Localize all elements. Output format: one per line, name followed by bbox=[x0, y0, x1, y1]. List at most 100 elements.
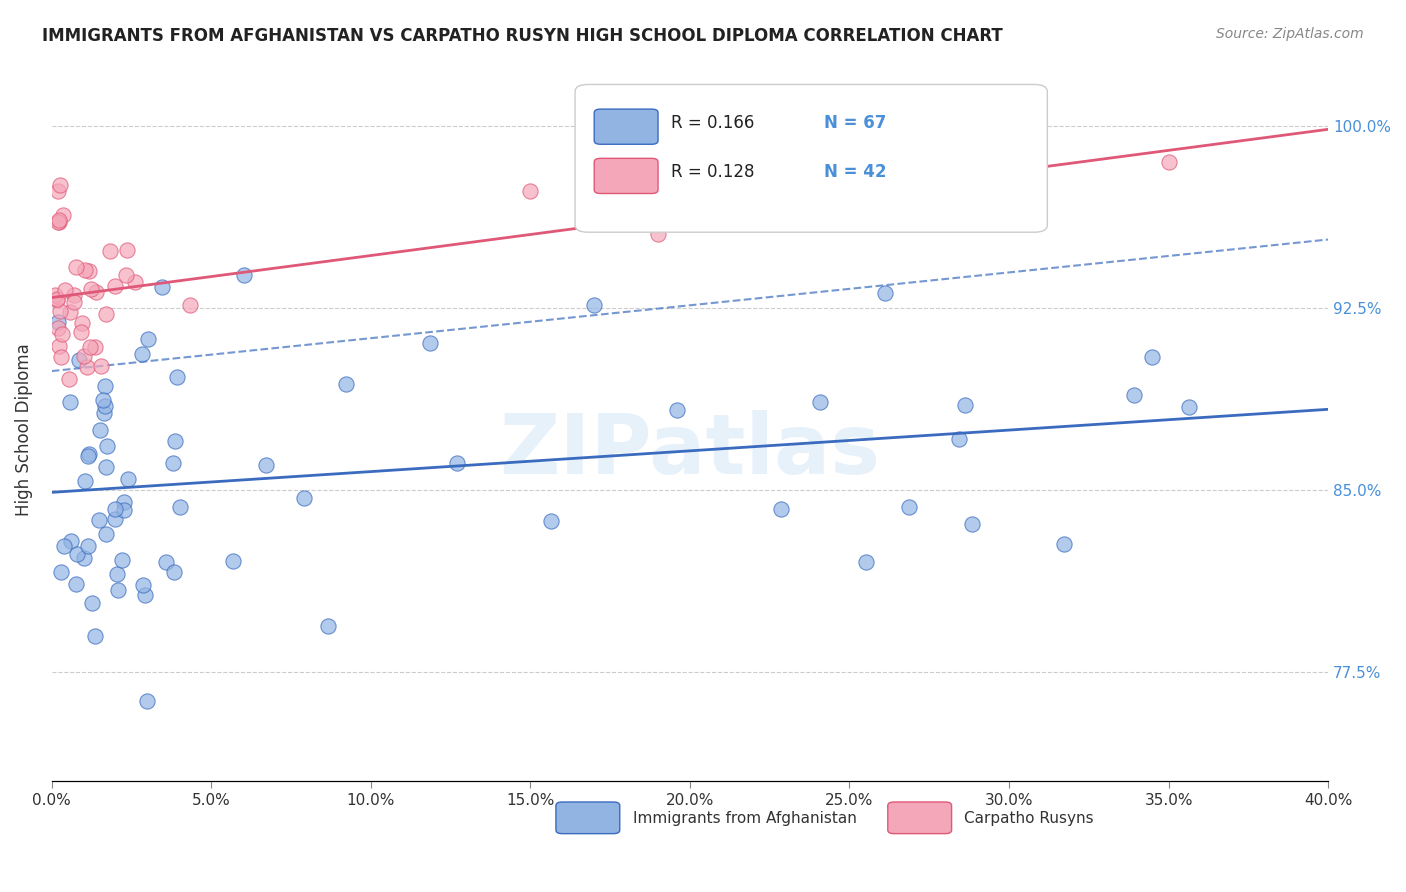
Carpatho Rusyns bbox=[62, 288, 84, 302]
FancyBboxPatch shape bbox=[595, 159, 658, 194]
Carpatho Rusyns bbox=[76, 359, 98, 374]
Immigrants from Afghanistan bbox=[134, 588, 156, 602]
Immigrants from Afghanistan bbox=[222, 554, 245, 568]
Immigrants from Afghanistan bbox=[94, 379, 117, 393]
Carpatho Rusyns bbox=[79, 339, 101, 353]
Immigrants from Afghanistan bbox=[105, 566, 128, 581]
Immigrants from Afghanistan bbox=[131, 346, 153, 360]
Immigrants from Afghanistan bbox=[60, 534, 83, 549]
Immigrants from Afghanistan bbox=[89, 423, 111, 437]
Carpatho Rusyns bbox=[115, 243, 138, 257]
FancyBboxPatch shape bbox=[575, 85, 1047, 232]
Carpatho Rusyns bbox=[48, 215, 70, 229]
Text: N = 67: N = 67 bbox=[824, 114, 886, 132]
Immigrants from Afghanistan bbox=[873, 286, 896, 301]
Carpatho Rusyns bbox=[124, 276, 146, 290]
Immigrants from Afghanistan bbox=[1123, 388, 1146, 402]
Immigrants from Afghanistan bbox=[446, 456, 468, 470]
Immigrants from Afghanistan bbox=[169, 500, 191, 515]
Carpatho Rusyns bbox=[73, 349, 96, 363]
Carpatho Rusyns bbox=[48, 178, 70, 193]
Carpatho Rusyns bbox=[519, 184, 541, 198]
Immigrants from Afghanistan bbox=[166, 370, 188, 384]
Immigrants from Afghanistan bbox=[77, 539, 100, 553]
Immigrants from Afghanistan bbox=[1053, 536, 1076, 550]
Immigrants from Afghanistan bbox=[94, 527, 117, 541]
Carpatho Rusyns bbox=[48, 339, 70, 353]
Carpatho Rusyns bbox=[104, 279, 127, 293]
Immigrants from Afghanistan bbox=[419, 336, 441, 351]
Carpatho Rusyns bbox=[49, 350, 72, 364]
Carpatho Rusyns bbox=[98, 244, 121, 258]
Immigrants from Afghanistan bbox=[254, 458, 277, 472]
Immigrants from Afghanistan bbox=[104, 502, 127, 516]
FancyBboxPatch shape bbox=[887, 802, 952, 834]
FancyBboxPatch shape bbox=[595, 109, 658, 145]
Carpatho Rusyns bbox=[48, 212, 70, 227]
Immigrants from Afghanistan bbox=[1140, 350, 1163, 364]
Carpatho Rusyns bbox=[583, 196, 606, 211]
Carpatho Rusyns bbox=[51, 326, 73, 341]
Carpatho Rusyns bbox=[46, 293, 69, 307]
Carpatho Rusyns bbox=[647, 227, 669, 241]
Immigrants from Afghanistan bbox=[96, 459, 118, 474]
Carpatho Rusyns bbox=[52, 208, 75, 222]
Immigrants from Afghanistan bbox=[112, 494, 135, 508]
Immigrants from Afghanistan bbox=[96, 439, 118, 453]
Immigrants from Afghanistan bbox=[65, 547, 87, 561]
Immigrants from Afghanistan bbox=[103, 512, 125, 526]
Immigrants from Afghanistan bbox=[150, 280, 173, 294]
Immigrants from Afghanistan bbox=[292, 491, 315, 505]
Immigrants from Afghanistan bbox=[770, 502, 793, 516]
Carpatho Rusyns bbox=[58, 372, 80, 386]
Immigrants from Afghanistan bbox=[155, 555, 177, 569]
Text: R = 0.166: R = 0.166 bbox=[671, 114, 754, 132]
Immigrants from Afghanistan bbox=[316, 619, 339, 633]
Carpatho Rusyns bbox=[49, 304, 72, 318]
Immigrants from Afghanistan bbox=[77, 447, 100, 461]
Immigrants from Afghanistan bbox=[59, 395, 82, 409]
Immigrants from Afghanistan bbox=[73, 475, 96, 489]
Immigrants from Afghanistan bbox=[94, 399, 117, 413]
Carpatho Rusyns bbox=[80, 282, 103, 296]
Carpatho Rusyns bbox=[70, 317, 93, 331]
Carpatho Rusyns bbox=[46, 215, 69, 229]
Text: N = 42: N = 42 bbox=[824, 163, 886, 181]
Immigrants from Afghanistan bbox=[49, 565, 72, 579]
Text: IMMIGRANTS FROM AFGHANISTAN VS CARPATHO RUSYN HIGH SCHOOL DIPLOMA CORRELATION CH: IMMIGRANTS FROM AFGHANISTAN VS CARPATHO … bbox=[42, 27, 1002, 45]
Immigrants from Afghanistan bbox=[233, 268, 256, 283]
Immigrants from Afghanistan bbox=[162, 456, 184, 470]
Carpatho Rusyns bbox=[96, 306, 118, 320]
Immigrants from Afghanistan bbox=[89, 513, 111, 527]
Carpatho Rusyns bbox=[90, 359, 112, 373]
Immigrants from Afghanistan bbox=[808, 395, 831, 409]
Carpatho Rusyns bbox=[84, 285, 107, 299]
Immigrants from Afghanistan bbox=[666, 403, 689, 417]
Immigrants from Afghanistan bbox=[136, 694, 159, 708]
Carpatho Rusyns bbox=[44, 287, 66, 301]
Y-axis label: High School Diploma: High School Diploma bbox=[15, 343, 32, 516]
Carpatho Rusyns bbox=[62, 295, 84, 310]
Carpatho Rusyns bbox=[53, 283, 76, 297]
Carpatho Rusyns bbox=[1157, 155, 1180, 169]
Immigrants from Afghanistan bbox=[163, 565, 186, 579]
Carpatho Rusyns bbox=[73, 262, 96, 277]
Carpatho Rusyns bbox=[59, 305, 82, 319]
Immigrants from Afghanistan bbox=[80, 596, 103, 610]
Immigrants from Afghanistan bbox=[93, 406, 115, 420]
Carpatho Rusyns bbox=[46, 321, 69, 335]
FancyBboxPatch shape bbox=[555, 802, 620, 834]
Carpatho Rusyns bbox=[65, 260, 87, 274]
Immigrants from Afghanistan bbox=[107, 583, 129, 598]
Immigrants from Afghanistan bbox=[112, 503, 135, 517]
Immigrants from Afghanistan bbox=[953, 398, 976, 412]
Text: ZIPatlas: ZIPatlas bbox=[499, 409, 880, 491]
Text: Source: ZipAtlas.com: Source: ZipAtlas.com bbox=[1216, 27, 1364, 41]
Immigrants from Afghanistan bbox=[898, 500, 921, 514]
Immigrants from Afghanistan bbox=[111, 553, 134, 567]
Immigrants from Afghanistan bbox=[948, 432, 970, 446]
Immigrants from Afghanistan bbox=[117, 473, 139, 487]
Immigrants from Afghanistan bbox=[165, 434, 187, 448]
Carpatho Rusyns bbox=[46, 184, 69, 198]
Immigrants from Afghanistan bbox=[52, 539, 75, 553]
